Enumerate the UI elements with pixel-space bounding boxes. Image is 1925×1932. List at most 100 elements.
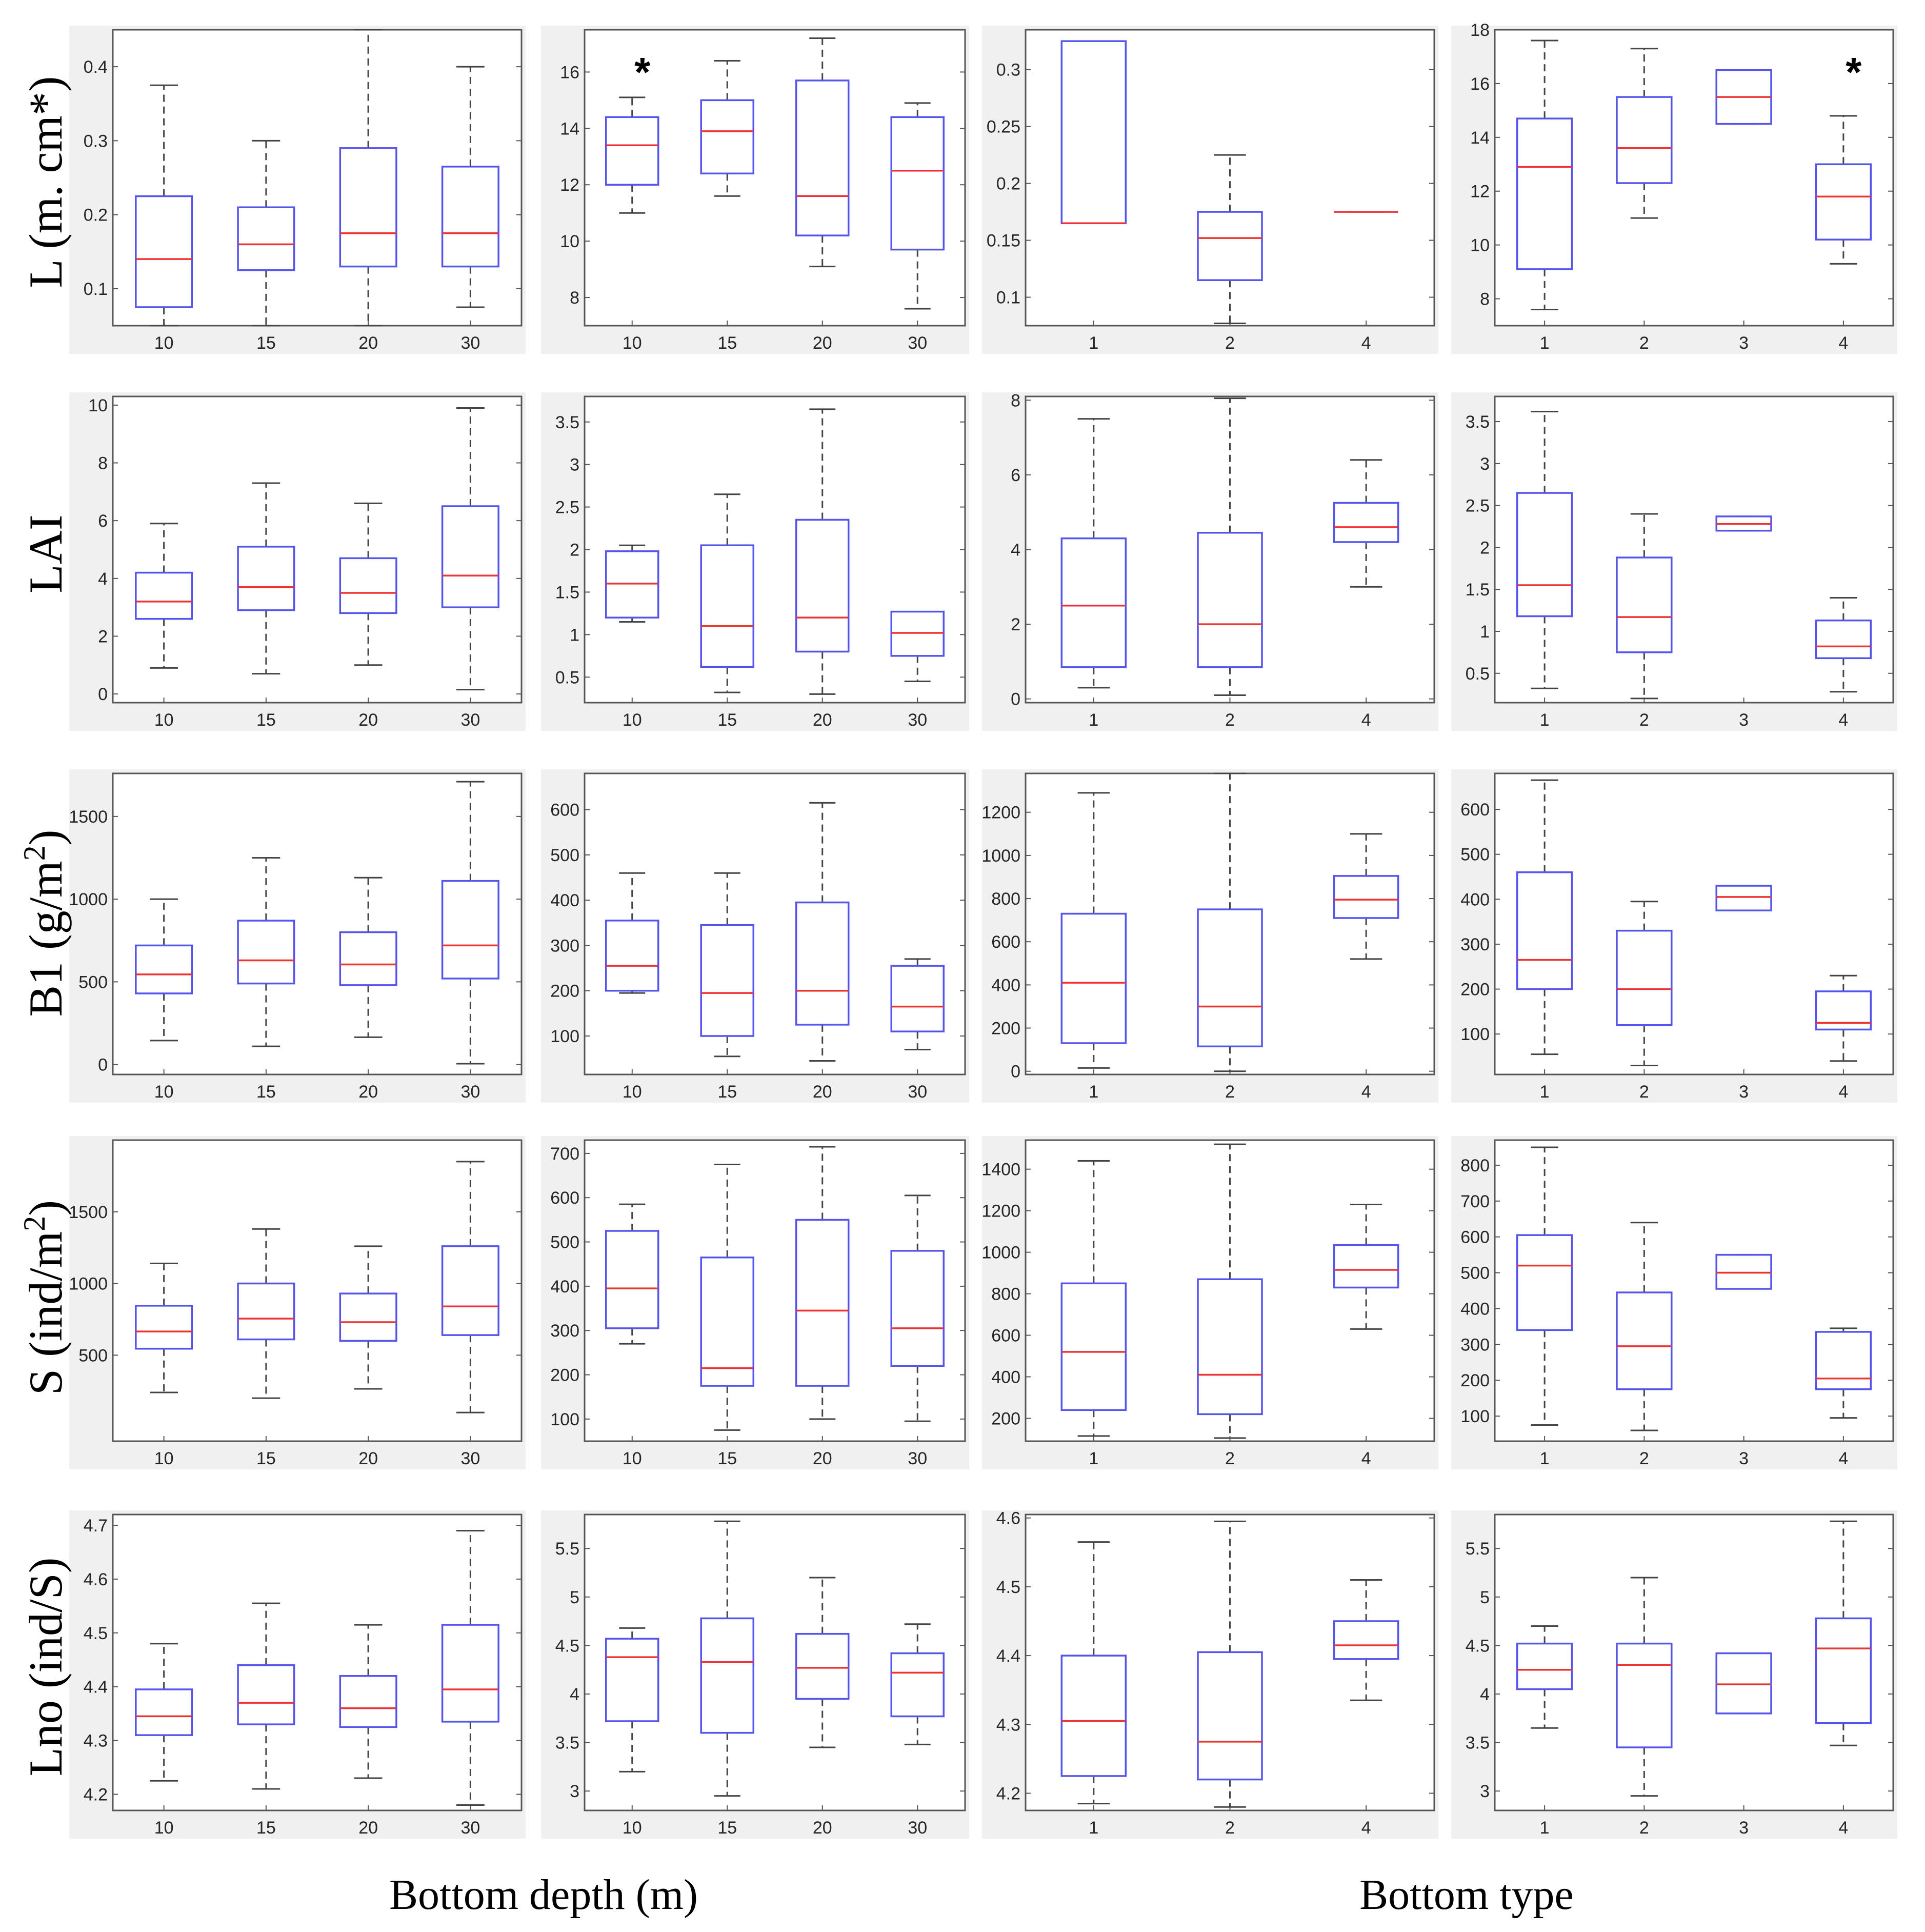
y-tick-label: 0.3: [84, 131, 108, 151]
y-tick-label: 1200: [981, 1202, 1020, 1221]
y-tick-label: 700: [1460, 1192, 1490, 1211]
panel-r2-c2: 0 200 400 600 800 1000 1200 1 2 4: [981, 769, 1438, 1103]
box-30: [441, 407, 499, 691]
y-tick-label: 4.7: [84, 1516, 108, 1536]
iqr-box: [700, 1617, 755, 1734]
box-15: [237, 482, 295, 675]
panel-r1-c2: 0 2 4 6 8 1 2 4: [982, 391, 1438, 731]
panel-r4-c3: 3 3.5 4 4.5 5 5.5 1 2 3 4: [1451, 1510, 1897, 1839]
box-15: [700, 1163, 755, 1431]
box-20: [339, 29, 397, 327]
y-tick-label: 4.3: [84, 1731, 108, 1751]
box-20: [339, 1245, 397, 1390]
x-tick-label: 15: [256, 333, 276, 353]
x-tick-label: 2: [1225, 1449, 1235, 1468]
box-2: [1197, 772, 1263, 1072]
x-axis-label-bottom-depth: Bottom depth (m): [389, 1871, 698, 1919]
y-tick-label: 300: [550, 936, 579, 955]
iqr-box: [135, 571, 193, 620]
y-tick-label: 200: [991, 1019, 1020, 1039]
y-tick-label: 8: [570, 288, 579, 308]
y-tick-label: 500: [1460, 1264, 1490, 1283]
x-tick-label: 10: [623, 1082, 642, 1102]
panel-r4-c2: 4.2 4.3 4.4 4.5 4.6 1 2 4: [982, 1509, 1438, 1839]
box-20: [339, 1624, 397, 1779]
box-15: [700, 493, 755, 693]
box-15: [237, 140, 295, 327]
x-tick-label: 10: [154, 710, 174, 730]
iqr-box: [890, 116, 945, 251]
box-4: [1333, 833, 1399, 960]
x-tick-label: 2: [1639, 1082, 1649, 1102]
iqr-box: [1616, 1291, 1673, 1390]
x-tick-label: 20: [813, 1818, 832, 1838]
box-2: [1616, 48, 1673, 219]
y-tick-label: 0.1: [84, 280, 108, 299]
y-tick-label: 4: [98, 569, 108, 589]
iqr-box: [1815, 163, 1872, 241]
x-tick-label: 1: [1089, 333, 1098, 353]
iqr-box: [1333, 502, 1399, 543]
panel-r4-c1: 3 3.5 4 4.5 5 5.5 10 15 20 30: [541, 1510, 969, 1839]
x-tick-label: 30: [908, 1449, 927, 1468]
iqr-box: [135, 1688, 193, 1736]
y-tick-label: 600: [991, 1326, 1020, 1346]
box-30: [441, 1161, 499, 1413]
box-1: [1060, 418, 1127, 689]
iqr-box: [700, 1257, 755, 1387]
iqr-box: [237, 1282, 295, 1341]
y-tick-label: 500: [1460, 845, 1490, 865]
iqr-box: [135, 1305, 193, 1350]
y-tick-label: 4.5: [84, 1624, 108, 1643]
x-tick-label: 3: [1739, 1082, 1749, 1102]
x-tick-label: 20: [813, 1449, 832, 1468]
box-1: [1060, 40, 1127, 225]
y-tick-label: 2: [1480, 538, 1490, 557]
y-tick-label: 200: [1460, 980, 1490, 1000]
row-label-1: LAI: [19, 514, 72, 593]
y-tick-label: 600: [1460, 1228, 1490, 1247]
y-tick-label: 0.5: [555, 668, 579, 687]
y-tick-label: 500: [550, 1233, 579, 1252]
y-tick-label: 400: [550, 1277, 579, 1297]
y-tick-label: 2.5: [1466, 496, 1490, 516]
box-30: [890, 102, 945, 310]
plot-area: [112, 772, 523, 1075]
panel-r3-c2: 200 400 600 800 1000 1200 1400 1 2 4: [981, 1136, 1438, 1469]
box-3: [1715, 885, 1772, 911]
x-tick-label: 1: [1540, 333, 1550, 353]
box-10: [605, 96, 659, 214]
box-30: [890, 1623, 945, 1745]
y-tick-label: 1500: [69, 1203, 108, 1222]
box-4: [1815, 115, 1872, 265]
plot-area: [1494, 1139, 1894, 1442]
y-tick-label: 0: [98, 685, 108, 704]
iqr-box: [1815, 619, 1872, 660]
y-tick-label: 3: [570, 1782, 579, 1801]
iqr-box: [1197, 211, 1263, 281]
x-tick-label: 10: [154, 1082, 174, 1102]
x-tick-label: 30: [460, 1082, 480, 1102]
plot-area: [584, 772, 966, 1075]
y-tick-label: 300: [550, 1321, 579, 1341]
box-1: [1060, 1160, 1127, 1437]
y-tick-label: 14: [1470, 128, 1490, 148]
box-10: [135, 523, 193, 669]
box-20: [795, 1146, 850, 1420]
iqr-box: [237, 920, 295, 985]
y-tick-label: 4.4: [996, 1646, 1020, 1666]
y-tick-label: 800: [1460, 1156, 1490, 1176]
x-tick-label: 1: [1540, 710, 1550, 730]
row-label-4: Lno (ind/S): [19, 1558, 72, 1777]
y-tick-label: 0: [1011, 1062, 1020, 1082]
x-tick-label: 1: [1540, 1449, 1550, 1468]
x-tick-label: 30: [908, 333, 927, 353]
plot-area: [112, 395, 523, 704]
y-tick-label: 0.2: [84, 206, 108, 225]
y-tick-label: 1000: [69, 890, 108, 909]
x-tick-label: 4: [1361, 1818, 1371, 1838]
box-10: [605, 872, 659, 994]
box-2: [1197, 397, 1263, 696]
iqr-box: [1197, 1278, 1263, 1416]
iqr-box: [1060, 537, 1127, 668]
